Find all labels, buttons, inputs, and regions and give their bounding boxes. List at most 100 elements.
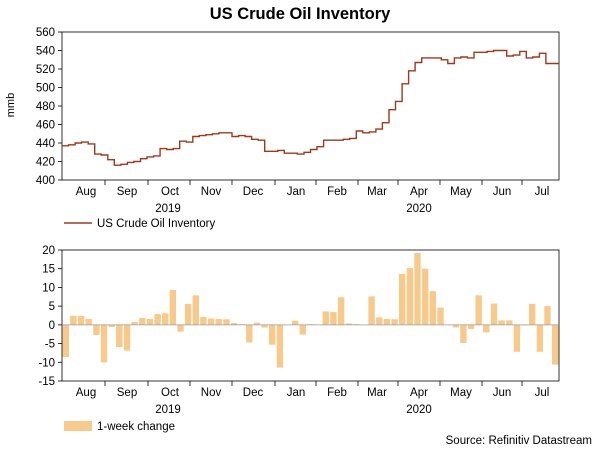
weekly-change-bar [230, 323, 238, 325]
weekly-change-bar [544, 306, 551, 325]
weekly-change-bar [276, 324, 284, 368]
inventory-line [62, 49, 559, 166]
weekly-change-bar [162, 313, 169, 325]
bottom-year-2020: 2020 [406, 404, 432, 416]
weekly-change-bar [536, 324, 544, 352]
weekly-change-bar [131, 321, 138, 325]
top-x-tick-label: Feb [327, 186, 347, 198]
weekly-change-bar [292, 320, 299, 325]
weekly-change-bar [108, 324, 115, 328]
weekly-change-bar [467, 324, 475, 329]
top-x-tick-label: Oct [161, 186, 180, 198]
top-y-tick-label: 500 [36, 83, 55, 95]
bottom-y-tick-label: 10 [42, 282, 55, 294]
bottom-y-tick-label: 20 [42, 245, 55, 257]
weekly-change-bar [345, 323, 352, 325]
bottom-x-tick-label: Jul [535, 387, 550, 399]
top-x-tick-label: Dec [243, 186, 264, 198]
bottom-x-tick-label: Dec [243, 387, 264, 399]
weekly-change-bar [116, 324, 123, 347]
weekly-change-bar [490, 303, 498, 325]
weekly-change-bars [62, 253, 559, 368]
weekly-change-bar [483, 324, 490, 333]
weekly-change-bar [93, 324, 100, 335]
bottom-x-tick-label: Apr [410, 387, 428, 399]
weekly-change-bar [330, 312, 337, 325]
weekly-change-bar [452, 324, 459, 328]
top-y-tick-label: 420 [36, 157, 55, 169]
weekly-change-bar-chart: -15 -10 -5 0 5 10 15 20 Aug Sep Oct Nov Dec Jan Feb Ma… [38, 245, 560, 433]
bottom-y-tick-label: -5 [45, 339, 55, 351]
top-x-tick-label: Jan [287, 186, 306, 198]
top-year-2020: 2020 [406, 203, 432, 215]
weekly-change-bar [261, 324, 268, 328]
chart-title: US Crude Oil Inventory [210, 5, 391, 23]
bottom-x-tick-label: Jan [287, 387, 306, 399]
bottom-y-ticks: -15 -10 -5 0 5 10 15 20 [38, 245, 62, 388]
top-x-tick-label: Jul [535, 186, 550, 198]
weekly-change-bar [62, 324, 69, 358]
top-x-tick-label: Jun [493, 186, 512, 198]
legend-inventory-label: US Crude Oil Inventory [97, 218, 215, 230]
weekly-change-bar [184, 303, 192, 325]
weekly-change-bar [85, 318, 92, 325]
top-y-tick-label: 400 [36, 175, 55, 187]
inventory-line-chart: mmb 400 420 440 460 480 500 520 540 560 Aug Sep Oc… [5, 27, 560, 230]
weekly-change-bar [513, 324, 521, 352]
top-x-tick-label: May [450, 186, 472, 198]
bottom-y-tick-label: -15 [38, 376, 55, 388]
weekly-change-bar [429, 291, 436, 325]
weekly-change-bar [498, 320, 505, 325]
weekly-change-bar [368, 296, 375, 325]
weekly-change-bar [337, 297, 345, 325]
weekly-change-bar [383, 318, 391, 325]
top-x-ticks: Aug Sep Oct Nov Dec Jan Feb Mar Apr May Jun Jul [76, 180, 550, 198]
bottom-y-tick-label: 15 [42, 264, 55, 276]
weekly-change-bar [223, 319, 230, 325]
top-plot-frame [61, 31, 560, 181]
weekly-change-bar [552, 324, 559, 365]
bottom-x-tick-label: Mar [367, 387, 387, 399]
top-y-tick-label: 540 [36, 46, 55, 58]
legend-bar-swatch [64, 421, 92, 431]
weekly-change-bar [77, 315, 85, 325]
weekly-change-bar [437, 307, 444, 325]
weekly-change-bar [139, 318, 146, 325]
bottom-x-tick-label: Nov [201, 387, 222, 399]
weekly-change-bar [169, 290, 176, 325]
bottom-x-tick-label: Feb [327, 387, 347, 399]
weekly-change-bar [100, 324, 108, 363]
bottom-y-tick-label: -10 [38, 357, 55, 369]
top-x-tick-label: Mar [367, 186, 387, 198]
weekly-change-bar [307, 324, 314, 325]
top-x-tick-label: Sep [117, 186, 137, 198]
bottom-x-ticks: Aug Sep Oct Nov Dec Jan Feb Mar Apr May Jun Jul [76, 381, 550, 399]
top-y-tick-label: 480 [36, 101, 55, 113]
top-legend: US Crude Oil Inventory [64, 218, 215, 230]
weekly-change-bar [246, 324, 253, 343]
source-note: Source: Refinitiv Datastream [446, 435, 592, 447]
top-x-tick-label: Aug [76, 186, 96, 198]
weekly-change-bar [192, 295, 199, 325]
weekly-change-bar [414, 253, 421, 325]
top-y-ticks: 400 420 440 460 480 500 520 540 560 [36, 27, 62, 187]
weekly-change-bar [215, 318, 222, 325]
bottom-year-2019: 2019 [155, 404, 181, 416]
weekly-change-bar [238, 324, 245, 325]
weekly-change-bar [200, 317, 207, 325]
bottom-x-tick-label: Jun [493, 387, 512, 399]
bottom-legend: 1-week change [64, 421, 175, 433]
bottom-y-tick-label: 5 [49, 301, 55, 313]
top-y-tick-label: 520 [36, 64, 55, 76]
weekly-change-bar [146, 318, 154, 325]
weekly-change-bar [269, 324, 276, 345]
weekly-change-bar [422, 268, 429, 325]
weekly-change-bar [253, 322, 261, 325]
top-y-tick-label: 560 [36, 27, 55, 39]
weekly-change-bar [177, 324, 184, 332]
top-year-2019: 2019 [155, 203, 181, 215]
bottom-x-tick-label: Sep [117, 387, 137, 399]
bottom-x-tick-label: Oct [161, 387, 180, 399]
bottom-x-tick-label: May [450, 387, 472, 399]
